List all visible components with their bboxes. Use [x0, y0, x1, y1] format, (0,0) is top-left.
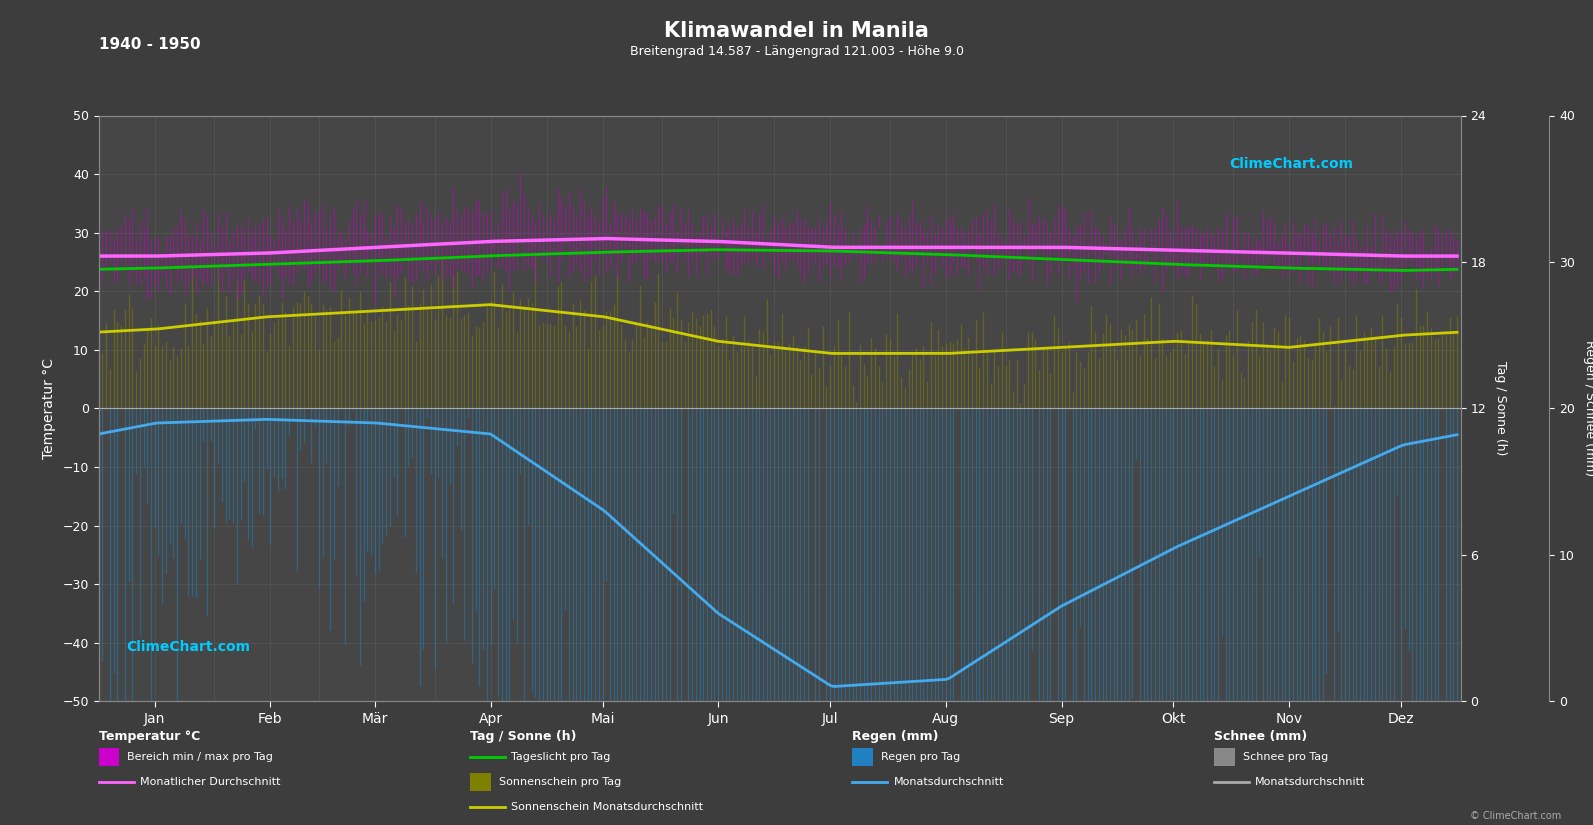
Text: 1940 - 1950: 1940 - 1950 [99, 37, 201, 52]
Text: Regen pro Tag: Regen pro Tag [881, 752, 961, 762]
Text: Monatlicher Durchschnitt: Monatlicher Durchschnitt [140, 777, 280, 787]
Text: Klimawandel in Manila: Klimawandel in Manila [664, 21, 929, 40]
Text: Monatsdurchschnitt: Monatsdurchschnitt [1255, 777, 1365, 787]
Text: Breitengrad 14.587 - Längengrad 121.003 - Höhe 9.0: Breitengrad 14.587 - Längengrad 121.003 … [629, 45, 964, 59]
Text: Bereich min / max pro Tag: Bereich min / max pro Tag [127, 752, 274, 762]
Text: Regen (mm): Regen (mm) [852, 730, 938, 743]
Text: Tag / Sonne (h): Tag / Sonne (h) [470, 730, 577, 743]
Text: © ClimeChart.com: © ClimeChart.com [1470, 811, 1561, 821]
Y-axis label: Tag / Sonne (h): Tag / Sonne (h) [1494, 361, 1507, 455]
Text: Schnee pro Tag: Schnee pro Tag [1243, 752, 1329, 762]
Text: ClimeChart.com: ClimeChart.com [126, 640, 250, 654]
Text: Tageslicht pro Tag: Tageslicht pro Tag [511, 752, 610, 762]
Y-axis label: Regen / Schnee (mm): Regen / Schnee (mm) [1583, 340, 1593, 477]
Y-axis label: Temperatur °C: Temperatur °C [41, 358, 56, 459]
Text: ClimeChart.com: ClimeChart.com [1230, 157, 1352, 171]
Text: Schnee (mm): Schnee (mm) [1214, 730, 1308, 743]
Text: Monatsdurchschnitt: Monatsdurchschnitt [894, 777, 1004, 787]
Text: Temperatur °C: Temperatur °C [99, 730, 201, 743]
Text: Sonnenschein pro Tag: Sonnenschein pro Tag [499, 777, 621, 787]
Text: Sonnenschein Monatsdurchschnitt: Sonnenschein Monatsdurchschnitt [511, 802, 704, 812]
